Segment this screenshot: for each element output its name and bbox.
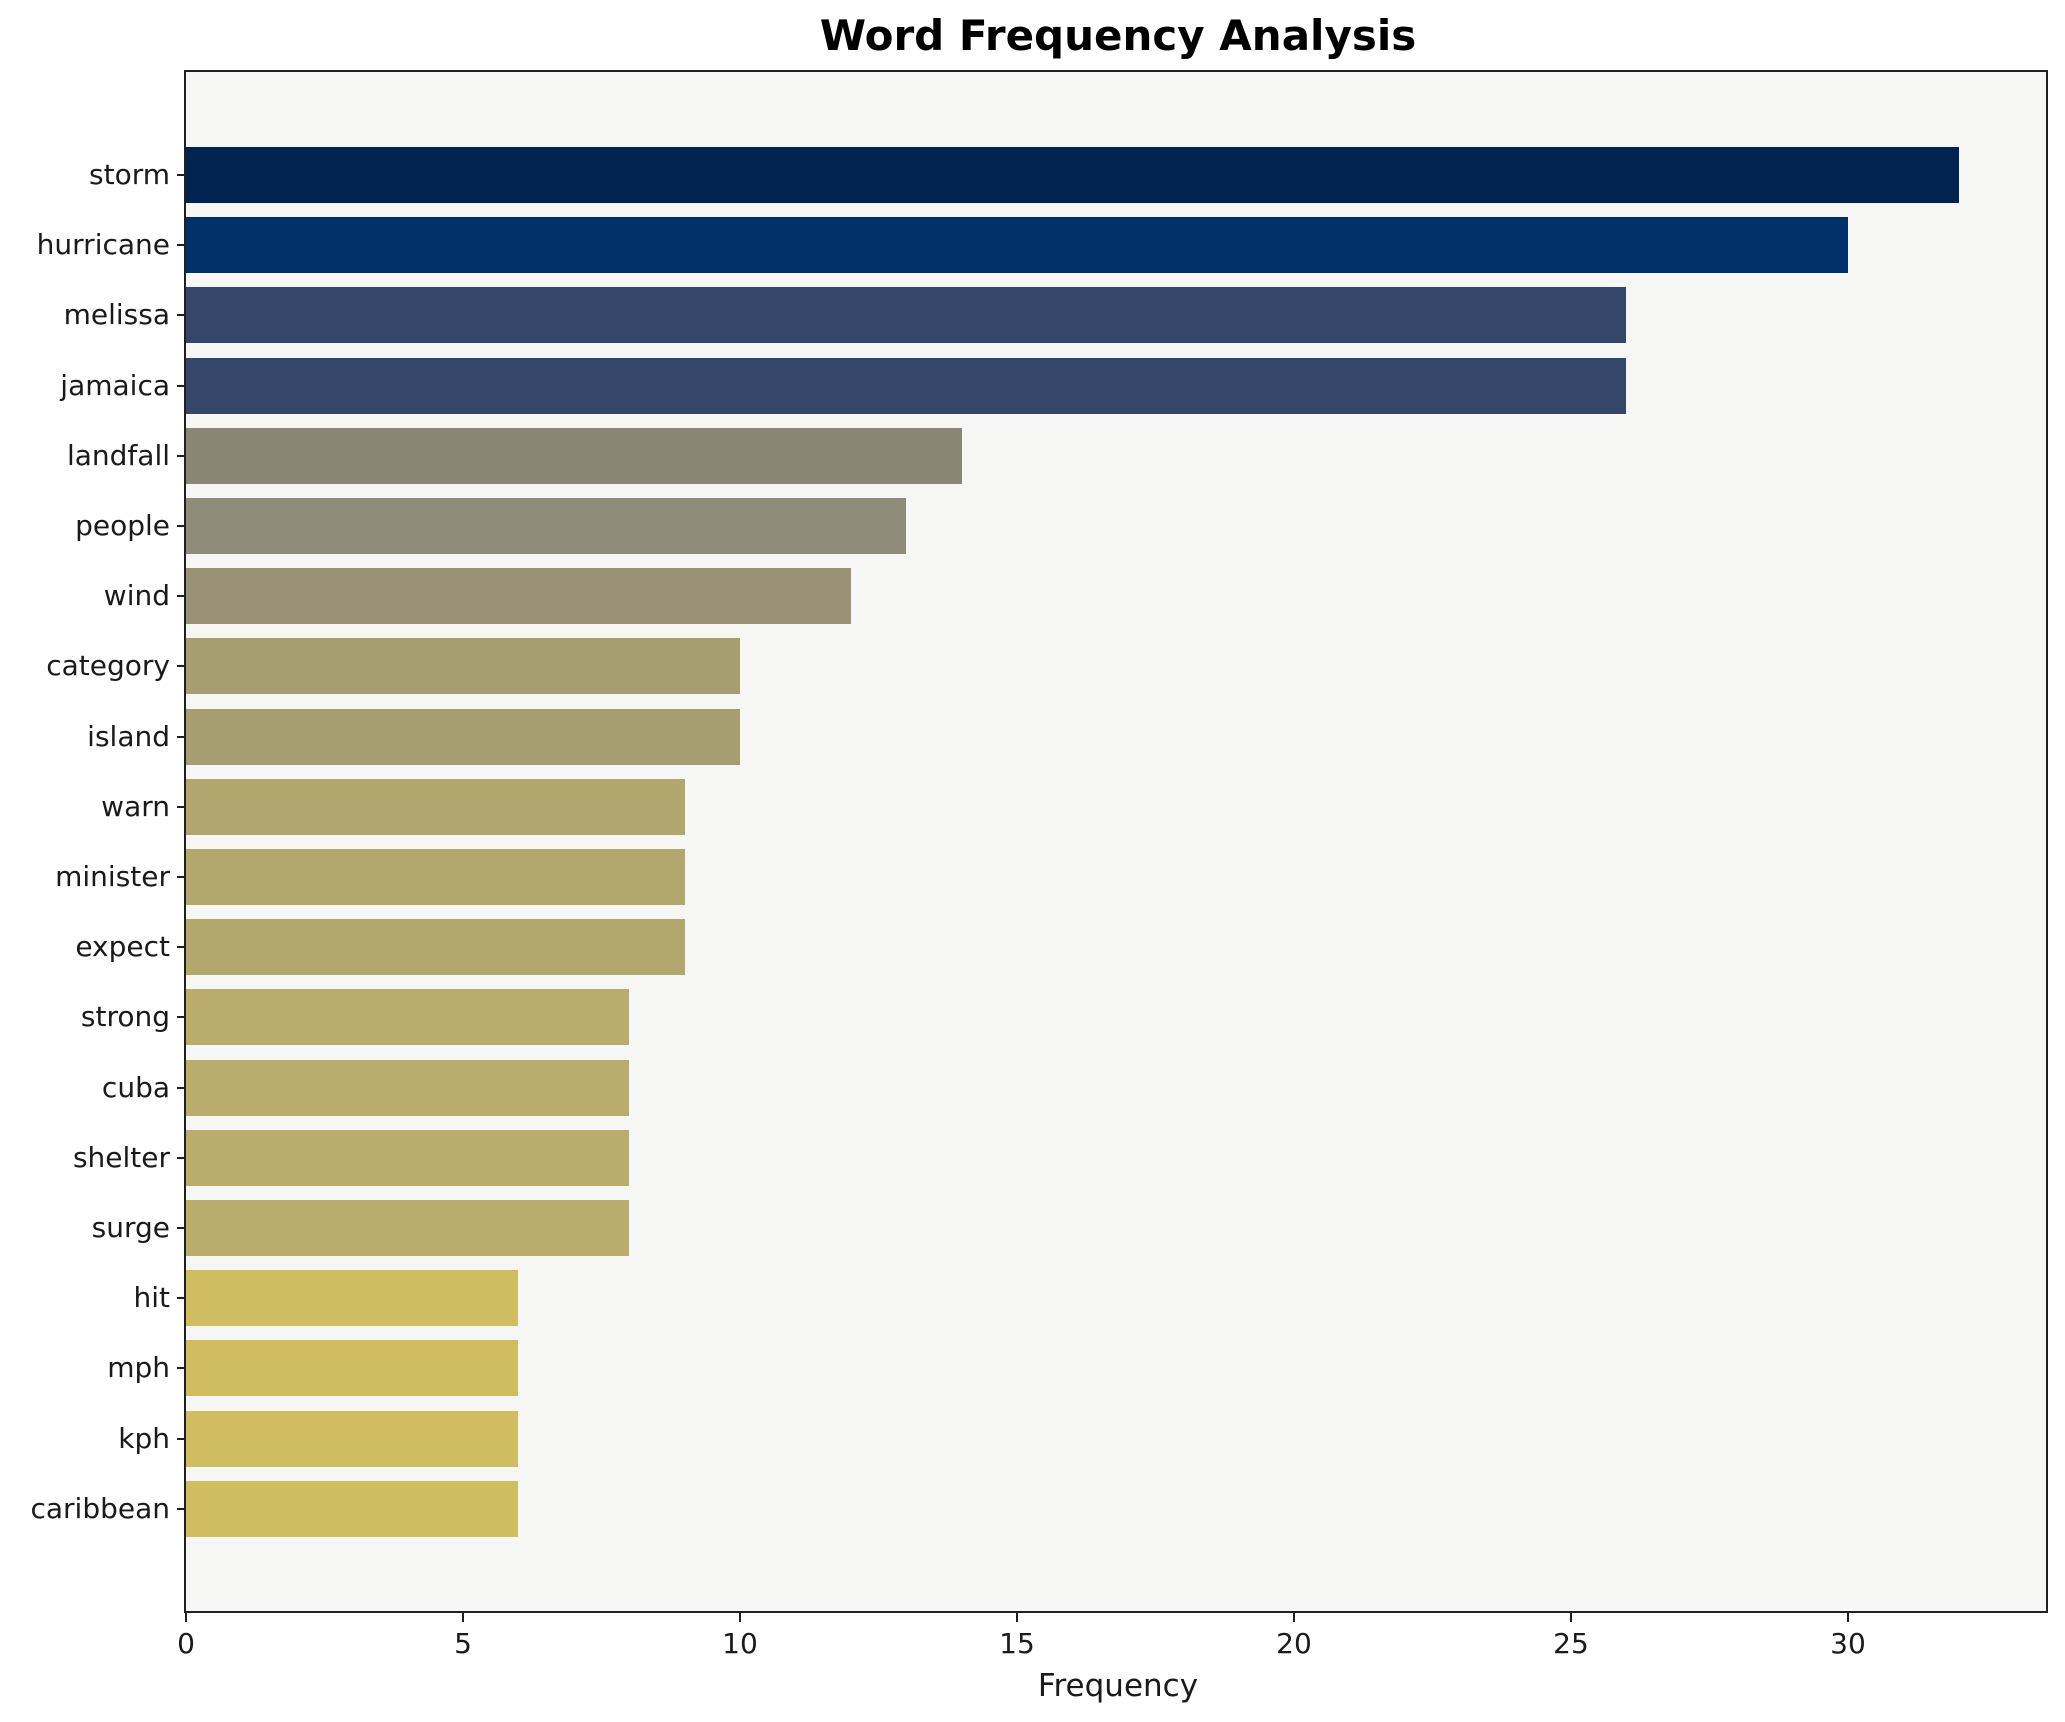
y-axis-tick-label-minister: minister <box>55 860 170 893</box>
y-tick-mark <box>177 1016 186 1019</box>
bar-caribbean <box>186 1480 519 1537</box>
chart-title: Word Frequency Analysis <box>819 11 1417 60</box>
y-axis-tick-label-surge: surge <box>91 1211 170 1244</box>
y-axis-tick-label-kph: kph <box>118 1421 170 1455</box>
y-axis-tick-label-island: island <box>87 719 170 753</box>
y-axis-tick-label-melissa: melissa <box>63 298 170 332</box>
y-tick-mark <box>177 525 186 527</box>
bar-expect <box>186 919 685 976</box>
y-tick-mark <box>177 1086 186 1089</box>
bar-hurricane <box>186 217 1848 274</box>
bar-island <box>186 708 740 765</box>
bar-people <box>186 498 907 554</box>
y-axis-tick-label-hit: hit <box>133 1281 170 1315</box>
y-tick-mark <box>177 1437 186 1440</box>
bar-kph <box>186 1410 519 1467</box>
bar-warn <box>186 778 685 835</box>
x-axis-label: Frequency <box>1037 1668 1199 1704</box>
x-axis-tick-label-15: 15 <box>999 1627 1035 1660</box>
bar-storm <box>186 147 1959 203</box>
y-axis-tick-label-caribbean: caribbean <box>30 1491 170 1525</box>
y-tick-mark <box>177 384 186 387</box>
y-tick-mark <box>177 454 186 457</box>
y-axis-tick-label-shelter: shelter <box>72 1140 170 1174</box>
y-tick-mark <box>177 595 186 598</box>
x-tick-mark <box>1570 1613 1572 1622</box>
y-tick-mark <box>177 946 186 949</box>
x-axis-tick-label-20: 20 <box>1276 1627 1312 1660</box>
y-axis-tick-label-cuba: cuba <box>101 1070 170 1104</box>
y-tick-mark <box>177 876 186 878</box>
y-tick-mark <box>177 174 186 176</box>
y-axis-tick-label-hurricane: hurricane <box>36 228 170 262</box>
y-tick-mark <box>177 1367 186 1370</box>
y-tick-mark <box>177 1507 186 1510</box>
bar-shelter <box>186 1129 630 1186</box>
y-axis-tick-label-strong: strong <box>80 1000 170 1034</box>
y-axis-tick-label-people: people <box>75 509 170 542</box>
bar-wind <box>186 568 851 625</box>
y-tick-mark <box>177 665 186 668</box>
bar-mph <box>186 1340 519 1397</box>
x-tick-mark <box>462 1613 464 1622</box>
y-axis-tick-label-warn: warn <box>101 789 170 823</box>
y-tick-mark <box>177 244 186 247</box>
y-axis-tick-label-landfall: landfall <box>66 438 170 472</box>
y-axis-tick-label-expect: expect <box>75 930 170 964</box>
x-axis-tick-label-25: 25 <box>1553 1627 1589 1660</box>
x-tick-mark <box>1016 1613 1018 1622</box>
bar-melissa <box>186 287 1627 344</box>
x-axis-tick-label-10: 10 <box>722 1627 758 1660</box>
y-tick-mark <box>177 1227 186 1229</box>
y-axis-tick-label-category: category <box>46 649 170 683</box>
y-tick-mark <box>177 1156 186 1159</box>
bar-cuba <box>186 1059 630 1116</box>
x-tick-mark <box>739 1613 741 1622</box>
x-axis-tick-label-30: 30 <box>1830 1627 1866 1660</box>
bar-landfall <box>186 427 962 484</box>
bar-strong <box>186 989 630 1046</box>
y-tick-mark <box>177 1297 186 1300</box>
bar-minister <box>186 849 685 905</box>
x-tick-mark <box>1293 1613 1295 1622</box>
bar-hit <box>186 1270 519 1327</box>
y-tick-mark <box>177 805 186 808</box>
bar-surge <box>186 1200 630 1256</box>
y-axis-tick-label-mph: mph <box>107 1351 170 1385</box>
y-tick-mark <box>177 735 186 738</box>
y-axis-tick-label-jamaica: jamaica <box>60 368 170 402</box>
plot-area <box>184 70 2048 1613</box>
bar-category <box>186 638 740 695</box>
y-axis-tick-label-storm: storm <box>89 158 170 191</box>
x-axis-tick-label-5: 5 <box>454 1627 472 1660</box>
bar-jamaica <box>186 357 1627 414</box>
x-axis-tick-label-0: 0 <box>177 1627 195 1660</box>
y-tick-mark <box>177 314 186 317</box>
x-tick-mark <box>1847 1613 1849 1622</box>
y-axis-tick-label-wind: wind <box>103 579 170 613</box>
x-tick-mark <box>185 1613 187 1622</box>
